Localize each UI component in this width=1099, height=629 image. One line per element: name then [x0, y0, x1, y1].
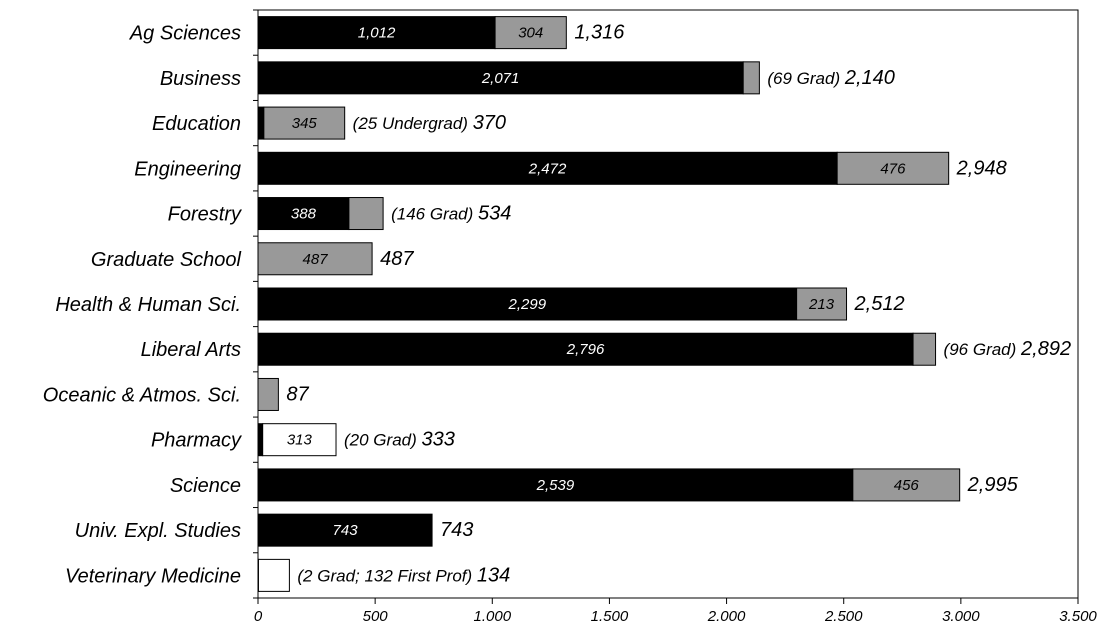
category-label: Liberal Arts [141, 339, 241, 361]
x-tick-label: 2.000 [707, 608, 746, 625]
x-tick-label: 1.000 [474, 608, 512, 625]
bar-segment-undergrad [257, 16, 496, 50]
bar-note: (25 Undergrad) [353, 114, 473, 133]
bar-annotation: 2,995 [967, 474, 1019, 496]
category-label: Business [160, 68, 241, 90]
bar-note: (146 Grad) [391, 205, 478, 224]
bar-annotation: 743 [440, 519, 473, 541]
x-tick-label: 0 [254, 608, 263, 625]
bar-segment-grad [852, 468, 961, 502]
segment-label: 388 [291, 206, 317, 223]
bar-segment-grad [836, 151, 950, 185]
bar-segment-grad [742, 61, 760, 95]
segment-label: 2,299 [508, 296, 547, 313]
bar-note: (96 Grad) [944, 340, 1021, 359]
bar-segment-undergrad [257, 197, 350, 231]
category-label: Veterinary Medicine [65, 565, 241, 587]
category-label: Pharmacy [151, 430, 242, 452]
category-label: Ag Sciences [129, 23, 241, 45]
bar-note: (69 Grad) [767, 69, 844, 88]
category-label: Forestry [168, 204, 242, 226]
bar-total: 2,140 [844, 67, 895, 89]
category-label: Health & Human Sci. [55, 294, 241, 316]
bar-segment-undergrad [257, 513, 433, 547]
bar-total: 134 [477, 564, 510, 586]
category-label: Engineering [134, 158, 241, 180]
bar-annotation: 87 [286, 383, 309, 405]
segment-label: 487 [303, 251, 329, 268]
bar-annotations: 1,316 (69 Grad) 2,140 (25 Undergrad) 370 2,… [286, 22, 1071, 587]
category-label: Education [152, 113, 241, 135]
bar-segment-grad [912, 332, 937, 366]
category-label: Science [170, 475, 241, 497]
segment-label: 313 [287, 432, 313, 449]
bar-note: (20 Grad) [344, 431, 421, 450]
category-label: Oceanic & Atmos. Sci. [43, 384, 241, 406]
bar-segment-undergrad [257, 468, 854, 502]
bar-annotation: 1,316 [574, 22, 625, 44]
bar-total: 1,316 [574, 22, 625, 44]
x-tick-label: 3.500 [1059, 608, 1097, 625]
bar-annotation: 2,948 [956, 157, 1007, 179]
bar-segment-first_prof [262, 423, 337, 457]
segment-label: 2,071 [481, 70, 520, 87]
bar-segment-grad [348, 197, 384, 231]
bar-segment-grad [263, 106, 346, 140]
segment-label: 345 [292, 115, 318, 132]
bar-total: 743 [440, 519, 473, 541]
category-labels: Ag Sciences Business Education Engineering F… [43, 23, 242, 588]
bar-segment-undergrad [257, 61, 744, 95]
bar-total: 534 [478, 203, 511, 225]
bar-annotation: (96 Grad) 2,892 [944, 338, 1072, 360]
x-tick-label: 3.000 [942, 608, 980, 625]
bar-total: 2,512 [854, 293, 905, 315]
segment-label: 456 [894, 477, 920, 494]
category-label: Graduate School [91, 249, 242, 271]
bar-total: 2,948 [956, 157, 1007, 179]
bar-segment-first_prof [257, 558, 290, 592]
x-tick-label: 500 [363, 608, 389, 625]
bar-annotation: 487 [380, 248, 414, 270]
bar-segment-grad [796, 287, 848, 321]
x-tick-label: 1.500 [591, 608, 629, 625]
segment-label: 304 [518, 25, 543, 42]
segment-label: 743 [333, 522, 359, 539]
bar-segment-grad [257, 377, 279, 411]
bar-annotation: (69 Grad) 2,140 [767, 67, 895, 89]
segment-label: 2,796 [566, 341, 605, 358]
bar-annotation: (2 Grad; 132 First Prof) 134 [297, 564, 510, 586]
x-axis: 0 500 1.000 1.500 2.000 2.500 3.000 3.500 [253, 9, 1097, 625]
bar-total: 2,995 [967, 474, 1019, 496]
bar-segment-grad [494, 16, 567, 50]
bar-segment-grad [257, 242, 373, 276]
bar-total: 370 [473, 112, 506, 134]
segment-label: 2,472 [528, 160, 567, 177]
bar-total: 487 [380, 248, 414, 270]
segment-label: 1,012 [358, 25, 396, 42]
segment-label: 213 [808, 296, 835, 313]
bar-total: 333 [422, 429, 455, 451]
bar-annotation: (146 Grad) 534 [391, 203, 511, 225]
bar-annotation: (25 Undergrad) 370 [353, 112, 506, 134]
bar-annotation: (20 Grad) 333 [344, 429, 455, 451]
bar-segment-undergrad [257, 106, 265, 140]
bars-group: 1,012 304 2,071 345 2,472 476 388 487 2,299 213 2,… [257, 16, 961, 592]
bar-note: (2 Grad; 132 First Prof) [297, 566, 477, 585]
segment-label: 2,539 [536, 477, 575, 494]
category-label: Univ. Expl. Studies [75, 520, 241, 542]
bar-total: 2,892 [1020, 338, 1071, 360]
bar-segment-undergrad [257, 423, 264, 457]
segment-label: 476 [880, 160, 906, 177]
x-tick-label: 2.500 [824, 608, 863, 625]
bar-total: 87 [286, 383, 309, 405]
bar-annotation: 2,512 [854, 293, 905, 315]
